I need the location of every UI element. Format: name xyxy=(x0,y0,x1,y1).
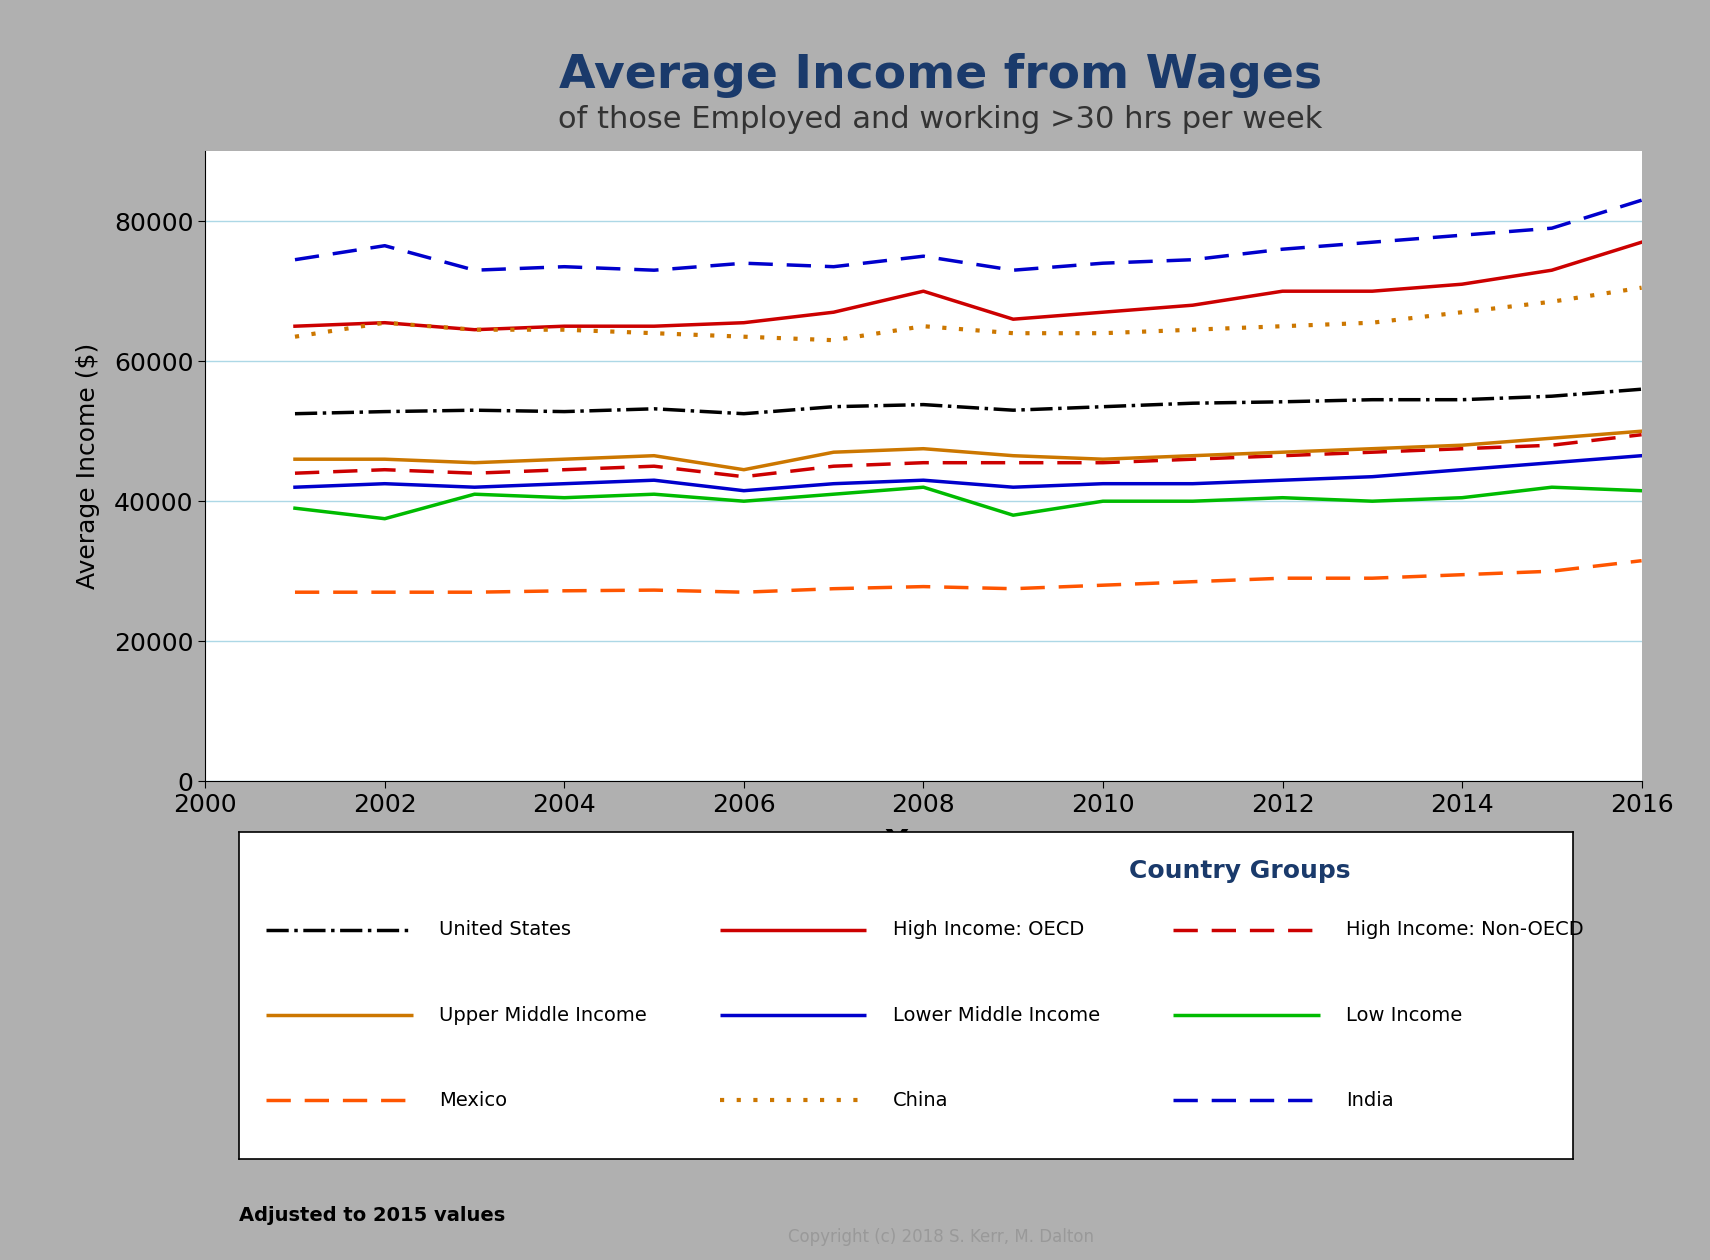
Text: China: China xyxy=(893,1091,949,1110)
Text: United States: United States xyxy=(439,920,571,940)
Text: High Income: Non-OECD: High Income: Non-OECD xyxy=(1346,920,1583,940)
Text: Upper Middle Income: Upper Middle Income xyxy=(439,1005,646,1024)
X-axis label: Year: Year xyxy=(886,828,961,857)
Text: Copyright (c) 2018 S. Kerr, M. Dalton: Copyright (c) 2018 S. Kerr, M. Dalton xyxy=(788,1228,1093,1246)
Text: Mexico: Mexico xyxy=(439,1091,508,1110)
Text: Country Groups: Country Groups xyxy=(1129,859,1351,883)
Text: of those Employed and working >30 hrs per week: of those Employed and working >30 hrs pe… xyxy=(557,105,1324,135)
Text: India: India xyxy=(1346,1091,1394,1110)
Y-axis label: Average Income ($): Average Income ($) xyxy=(75,343,99,590)
Text: High Income: OECD: High Income: OECD xyxy=(893,920,1084,940)
Text: Lower Middle Income: Lower Middle Income xyxy=(893,1005,1100,1024)
Text: Low Income: Low Income xyxy=(1346,1005,1462,1024)
Text: Average Income from Wages: Average Income from Wages xyxy=(559,53,1322,98)
Text: Adjusted to 2015 values: Adjusted to 2015 values xyxy=(239,1206,506,1226)
